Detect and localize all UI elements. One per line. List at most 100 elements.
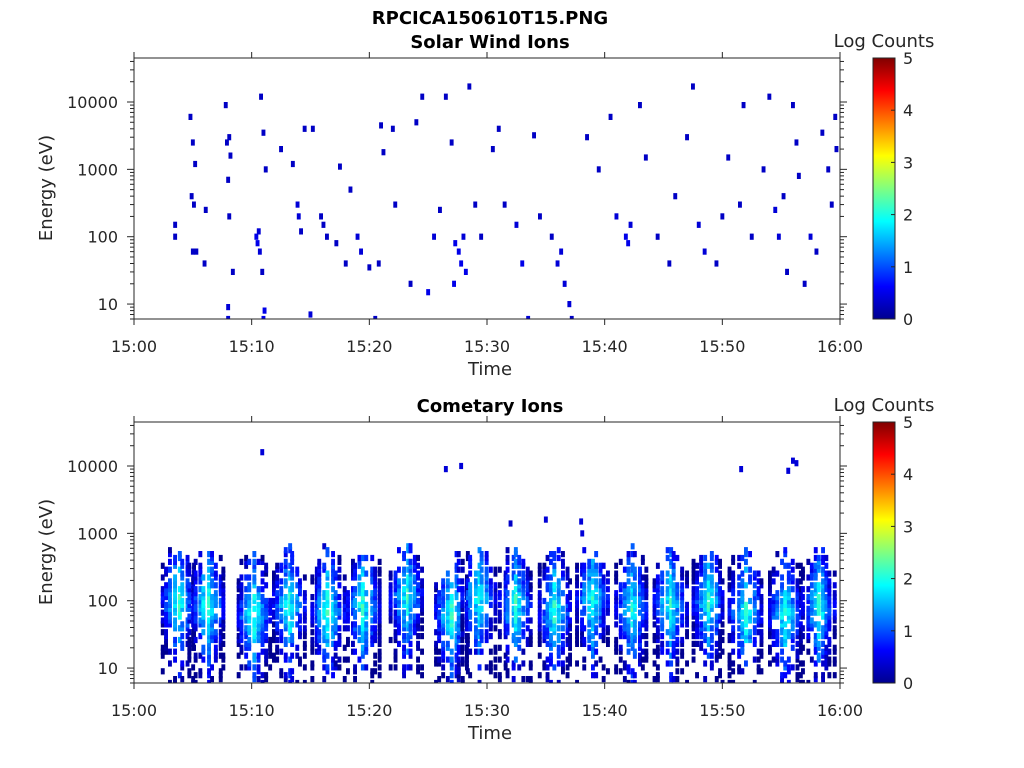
- data-cell: [640, 601, 645, 608]
- data-cell: [445, 597, 450, 605]
- data-cell: [465, 609, 469, 616]
- data-cell: [388, 613, 393, 620]
- data-cell: [614, 213, 619, 220]
- data-cell: [460, 558, 465, 565]
- data-cell: [752, 640, 757, 647]
- data-cell: [780, 636, 784, 644]
- data-cell: [310, 613, 315, 620]
- data-cell: [752, 656, 757, 663]
- data-cell: [465, 652, 469, 659]
- data-cell: [317, 566, 322, 573]
- data-cell: [180, 660, 185, 667]
- data-cell: [397, 597, 401, 605]
- data-cell: [331, 558, 335, 565]
- data-cell: [685, 679, 689, 683]
- data-cell: [474, 582, 478, 589]
- data-cell: [671, 562, 676, 569]
- data-cell: [505, 656, 510, 663]
- data-cell: [325, 609, 330, 616]
- data-cell: [591, 566, 595, 573]
- data-cell: [177, 597, 182, 605]
- data-cell: [591, 633, 595, 640]
- data-cell: [644, 617, 649, 624]
- data-cell: [290, 594, 295, 601]
- data-cell: [552, 597, 557, 605]
- data-cell: [484, 590, 489, 597]
- data-cell: [218, 644, 223, 651]
- data-cell: [695, 597, 699, 605]
- data-cell: [247, 582, 252, 589]
- data-cell: [801, 586, 805, 593]
- data-cell: [388, 601, 393, 608]
- data-cell: [230, 268, 235, 275]
- data-cell: [275, 613, 280, 620]
- data-cell: [213, 582, 218, 589]
- data-cell: [809, 621, 814, 628]
- data-cell: [370, 566, 375, 573]
- data-cell: [580, 629, 584, 636]
- data-cell: [630, 590, 635, 597]
- data-cell: [580, 633, 584, 640]
- data-cell: [744, 605, 748, 612]
- data-cell: [816, 605, 821, 612]
- data-cell: [302, 590, 307, 597]
- data-cell: [556, 547, 561, 554]
- data-cell: [360, 664, 365, 671]
- data-cell: [580, 562, 584, 569]
- data-cell: [493, 625, 498, 632]
- data-cell: [191, 617, 196, 624]
- data-cell: [445, 676, 450, 683]
- data-cell: [632, 582, 637, 589]
- data-cell: [768, 601, 772, 608]
- data-cell: [775, 656, 780, 663]
- data-cell: [370, 617, 375, 624]
- data-cell: [437, 676, 442, 683]
- data-cell: [397, 601, 401, 608]
- data-cell: [783, 660, 788, 667]
- data-cell: [460, 578, 465, 585]
- data-cell: [565, 582, 570, 589]
- data-cell: [740, 609, 745, 616]
- data-cell: [827, 601, 832, 608]
- data-cell: [591, 601, 595, 608]
- data-cell: [460, 633, 465, 640]
- data-cell: [582, 590, 587, 597]
- data-cell: [632, 613, 637, 620]
- data-cell: [160, 617, 165, 624]
- data-cell: [416, 625, 420, 632]
- data-cell: [467, 83, 472, 90]
- data-cell: [488, 648, 493, 655]
- data-cell: [699, 590, 704, 597]
- data-cell: [454, 652, 459, 659]
- data-cell: [775, 594, 780, 601]
- data-cell: [798, 679, 803, 683]
- data-cell: [406, 578, 411, 585]
- data-cell: [310, 676, 315, 683]
- data-cell: [798, 633, 803, 640]
- data-cell: [786, 467, 791, 474]
- data-cell: [521, 609, 526, 616]
- data-cell: [525, 617, 530, 624]
- data-cell: [640, 594, 645, 601]
- data-cell: [783, 664, 788, 671]
- data-cell: [465, 613, 469, 620]
- data-cell: [180, 633, 185, 640]
- data-cell: [465, 554, 470, 562]
- data-cell: [795, 613, 800, 620]
- data-cell: [207, 656, 211, 663]
- data-cell: [207, 594, 211, 601]
- data-cell: [477, 609, 482, 616]
- data-cell: [614, 648, 619, 655]
- data-cell: [497, 656, 502, 663]
- data-cell: [795, 621, 800, 628]
- data-cell: [260, 586, 265, 593]
- data-cell: [221, 605, 226, 612]
- data-cell: [709, 625, 714, 632]
- data-cell: [168, 551, 172, 558]
- data-cell: [310, 640, 315, 647]
- data-cell: [434, 629, 438, 636]
- data-cell: [790, 597, 795, 605]
- data-cell: [367, 264, 372, 271]
- data-cell: [718, 578, 722, 585]
- data-cell: [377, 582, 382, 589]
